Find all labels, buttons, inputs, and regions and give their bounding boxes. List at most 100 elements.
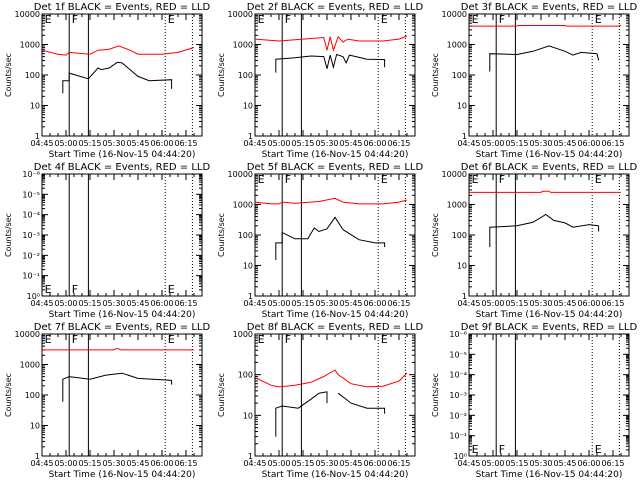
- x-tick-label: 05:15: [78, 139, 101, 148]
- x-tick-label: 05:30: [529, 299, 552, 308]
- x-tick-label: 06:00: [577, 299, 600, 308]
- x-axis-label: Start Time (16-Nov-15 04:44:20): [476, 470, 623, 480]
- x-tick-label: 06:15: [601, 459, 624, 468]
- y-tick-label: 100: [452, 71, 467, 80]
- interval-marker-label: E: [258, 333, 265, 346]
- x-tick-label: 05:15: [291, 299, 314, 308]
- x-tick-label: 05:30: [102, 459, 125, 468]
- interval-marker-label: E: [595, 443, 602, 456]
- y-tick-label: 1: [35, 132, 40, 141]
- chart-svg: Det 7f BLACK = Events, RED = LLD Start Ti…: [4, 322, 210, 480]
- x-tick-label: 05:00: [481, 139, 504, 148]
- chart-title: Det 8f BLACK = Events, RED = LLD: [247, 322, 424, 333]
- x-tick-label: 05:00: [54, 299, 77, 308]
- y-tick-label: 10000: [15, 10, 40, 19]
- y-tick-label: 10: [30, 422, 40, 431]
- x-tick-label: 05:15: [291, 139, 314, 148]
- x-tick-label: 05:45: [126, 459, 149, 468]
- detector-panel-5: Det 5f BLACK = Events, RED = LLD Start Ti…: [213, 160, 426, 320]
- x-tick-label: 05:45: [126, 299, 149, 308]
- interval-marker-label: E: [595, 173, 602, 186]
- interval-marker-label: E: [472, 443, 479, 456]
- y-axis-label: Counts/sec: [431, 373, 440, 417]
- chart-svg: Det 8f BLACK = Events, RED = LLD Start Ti…: [217, 322, 424, 480]
- y-tick-label: 10⁻⁶: [22, 170, 40, 179]
- interval-marker-label: E: [45, 283, 52, 296]
- y-axis-label: Counts/sec: [217, 213, 226, 257]
- x-tick-label: 05:45: [553, 139, 576, 148]
- x-tick-label: 04:45: [243, 459, 266, 468]
- x-tick-label: 05:00: [54, 459, 77, 468]
- x-tick-label: 06:00: [363, 299, 386, 308]
- x-tick-label: 05:00: [267, 139, 290, 148]
- interval-marker-label: F: [285, 173, 291, 186]
- y-tick-label: 10000: [228, 10, 253, 19]
- interval-marker-label: E: [168, 333, 175, 346]
- x-tick-label: 06:00: [150, 139, 173, 148]
- interval-marker-label: E: [168, 283, 175, 296]
- chart-svg: Det 3f BLACK = Events, RED = LLD Start Ti…: [431, 2, 638, 160]
- interval-marker-label: E: [381, 173, 388, 186]
- plot-frame: [254, 173, 416, 297]
- x-tick-label: 06:00: [363, 139, 386, 148]
- plot-frame: [41, 13, 203, 137]
- y-tick-label: 1000: [233, 201, 253, 210]
- x-tick-label: 05:45: [339, 459, 362, 468]
- detector-panel-6: Det 6f BLACK = Events, RED = LLD Start Ti…: [427, 160, 640, 320]
- x-tick-label: 05:45: [553, 459, 576, 468]
- y-tick-label: 100: [238, 231, 253, 240]
- interval-marker-label: F: [499, 13, 505, 26]
- y-tick-label: 10⁻³: [22, 231, 40, 240]
- x-axis-label: Start Time (16-Nov-15 04:44:20): [262, 310, 409, 320]
- y-tick-label: 100: [452, 231, 467, 240]
- x-tick-label: 06:15: [387, 299, 410, 308]
- chart-svg: Det 2f BLACK = Events, RED = LLD Start Ti…: [217, 2, 423, 160]
- y-tick-label: 10000: [442, 170, 467, 179]
- y-tick-label: 10⁰: [27, 292, 40, 301]
- x-tick-label: 04:45: [243, 139, 266, 148]
- x-axis-label: Start Time (16-Nov-15 04:44:20): [49, 150, 196, 160]
- chart-svg: Det 1f BLACK = Events, RED = LLD Start Ti…: [4, 2, 210, 160]
- y-tick-label: 1: [248, 132, 253, 141]
- x-axis-label: Start Time (16-Nov-15 04:44:20): [262, 470, 409, 480]
- events-series-line: [275, 53, 386, 73]
- detector-panel-1: Det 1f BLACK = Events, RED = LLD Start Ti…: [0, 0, 213, 160]
- chart-svg: Det 9f BLACK = Events, RED = LLD Start Ti…: [431, 322, 637, 480]
- events-series-line: [275, 391, 386, 437]
- x-tick-label: 05:45: [553, 299, 576, 308]
- y-tick-label: 100: [238, 371, 253, 380]
- y-tick-label: 10000: [228, 170, 253, 179]
- interval-marker-label: F: [499, 443, 505, 456]
- y-tick-label: 10⁻³: [449, 391, 467, 400]
- x-tick-label: 05:15: [505, 139, 528, 148]
- x-tick-label: 05:30: [315, 139, 338, 148]
- x-tick-label: 06:15: [387, 139, 410, 148]
- chart-svg: Det 6f BLACK = Events, RED = LLD Start Ti…: [431, 162, 637, 320]
- x-tick-label: 06:15: [387, 459, 410, 468]
- detector-panel-8: Det 8f BLACK = Events, RED = LLD Start Ti…: [213, 320, 426, 480]
- y-tick-label: 10⁻⁶: [449, 330, 467, 339]
- x-tick-label: 05:15: [505, 459, 528, 468]
- x-tick-label: 04:45: [30, 299, 53, 308]
- x-axis-label: Start Time (16-Nov-15 04:44:20): [476, 310, 623, 320]
- x-axis-label: Start Time (16-Nov-15 04:44:20): [49, 310, 196, 320]
- plot-frame: [468, 333, 630, 457]
- x-axis-label: Start Time (16-Nov-15 04:44:20): [49, 470, 196, 480]
- interval-marker-label: E: [168, 13, 175, 26]
- y-tick-label: 10⁻⁴: [449, 371, 467, 380]
- x-tick-label: 04:45: [457, 459, 480, 468]
- x-tick-label: 06:15: [174, 459, 197, 468]
- lld-series-line: [254, 197, 408, 205]
- x-tick-label: 05:30: [102, 139, 125, 148]
- y-tick-label: 10⁻⁵: [22, 190, 40, 199]
- events-series-line: [275, 216, 386, 261]
- y-tick-label: 1: [462, 292, 467, 301]
- x-tick-label: 05:30: [315, 459, 338, 468]
- y-axis-label: Counts/sec: [431, 213, 440, 257]
- y-tick-label: 10⁻²: [449, 411, 467, 420]
- x-tick-label: 05:30: [102, 299, 125, 308]
- y-tick-label: 1000: [447, 41, 467, 50]
- chart-title: Det 3f BLACK = Events, RED = LLD: [461, 2, 638, 13]
- interval-marker-label: E: [258, 13, 265, 26]
- x-tick-label: 06:15: [174, 299, 197, 308]
